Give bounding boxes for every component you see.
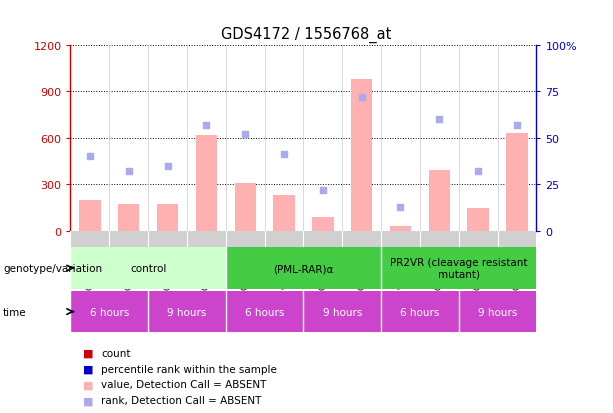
Bar [381, 291, 459, 332]
Bar [226, 231, 265, 248]
Bar [79, 200, 101, 231]
Bar [148, 231, 187, 248]
Bar [342, 231, 381, 248]
Text: ■: ■ [83, 380, 93, 389]
Bar [196, 135, 217, 231]
Bar [226, 291, 303, 332]
Text: 9 hours: 9 hours [167, 307, 207, 317]
Bar [498, 231, 536, 248]
Text: 6 hours: 6 hours [245, 307, 284, 317]
Bar [459, 231, 498, 248]
Bar [118, 204, 139, 231]
Point [124, 169, 134, 175]
Bar [351, 79, 372, 231]
Point [279, 152, 289, 158]
Point [435, 116, 444, 123]
Text: rank, Detection Call = ABSENT: rank, Detection Call = ABSENT [101, 395, 262, 405]
Bar [109, 231, 148, 248]
Text: value, Detection Call = ABSENT: value, Detection Call = ABSENT [101, 380, 267, 389]
Bar [381, 248, 536, 289]
Text: GDS4172 / 1556768_at: GDS4172 / 1556768_at [221, 27, 392, 43]
Text: count: count [101, 348, 131, 358]
Bar [70, 291, 148, 332]
Text: ■: ■ [83, 348, 93, 358]
Text: control: control [130, 263, 166, 273]
Text: ■: ■ [83, 364, 93, 374]
Bar [157, 204, 178, 231]
Bar [459, 291, 536, 332]
Text: 6 hours: 6 hours [400, 307, 440, 317]
Point [395, 204, 405, 211]
Bar [312, 217, 333, 231]
Point [240, 131, 250, 138]
Text: percentile rank within the sample: percentile rank within the sample [101, 364, 277, 374]
Bar [420, 231, 459, 248]
Text: 9 hours: 9 hours [322, 307, 362, 317]
Point [473, 169, 483, 175]
Bar [148, 291, 226, 332]
Bar [506, 134, 528, 231]
Bar [187, 231, 226, 248]
Text: (PML-RAR)α: (PML-RAR)α [273, 263, 333, 273]
Bar [428, 171, 450, 231]
Point [357, 94, 367, 101]
Bar [468, 209, 489, 231]
Bar [381, 231, 420, 248]
Text: 6 hours: 6 hours [89, 307, 129, 317]
Text: genotype/variation: genotype/variation [3, 263, 102, 273]
Bar [303, 231, 342, 248]
Bar [70, 231, 109, 248]
Bar [235, 183, 256, 231]
Point [202, 122, 211, 128]
Point [512, 122, 522, 128]
Text: 9 hours: 9 hours [478, 307, 517, 317]
Bar [273, 196, 295, 231]
Text: PR2VR (cleavage resistant
mutant): PR2VR (cleavage resistant mutant) [390, 258, 527, 279]
Text: ■: ■ [83, 395, 93, 405]
Bar [303, 291, 381, 332]
Point [318, 187, 328, 194]
Text: time: time [3, 307, 27, 317]
Bar [70, 248, 226, 289]
Bar [390, 227, 411, 231]
Bar [265, 231, 303, 248]
Point [162, 163, 172, 169]
Bar [226, 248, 381, 289]
Point [85, 154, 95, 160]
